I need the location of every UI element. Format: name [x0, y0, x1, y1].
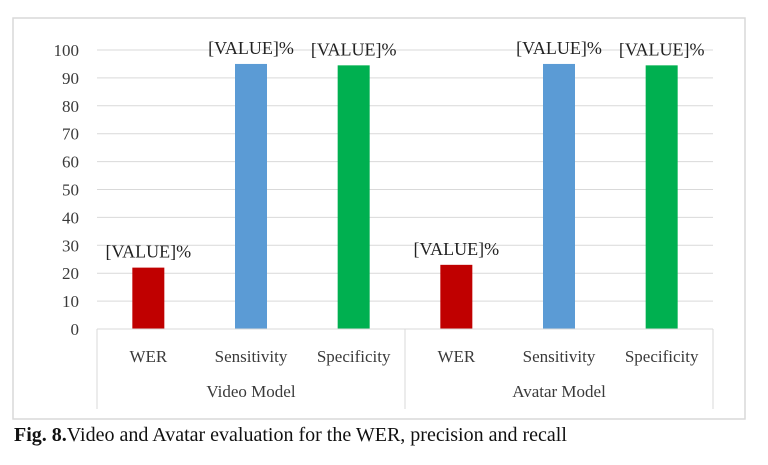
y-tick-label: 70: [62, 125, 79, 144]
y-tick-label: 80: [62, 97, 79, 116]
y-tick-label: 50: [62, 181, 79, 200]
data-label: [VALUE]%: [516, 38, 602, 58]
bar: [132, 267, 165, 329]
caption-text: Video and Avatar evaluation for the WER,…: [66, 424, 567, 446]
figure-caption: Fig. 8.Video and Avatar evaluation for t…: [14, 424, 754, 447]
data-label: [VALUE]%: [106, 242, 192, 262]
y-tick-label: 0: [71, 320, 80, 339]
data-label: [VALUE]%: [414, 239, 500, 259]
y-tick-label: 30: [62, 236, 79, 255]
caption-label: Fig. 8.: [14, 424, 67, 446]
x-category-label: Sensitivity: [523, 347, 596, 366]
x-group-label: Video Model: [206, 382, 295, 401]
x-category-label: WER: [129, 347, 167, 366]
y-tick-label: 90: [62, 69, 79, 88]
y-tick-label: 10: [62, 292, 79, 311]
x-category-label: Specificity: [625, 347, 699, 366]
x-category-label: Specificity: [317, 347, 391, 366]
y-tick-label: 40: [62, 208, 79, 227]
x-category-label: Sensitivity: [215, 347, 288, 366]
bar: [645, 65, 678, 329]
y-tick-label: 60: [62, 153, 79, 172]
chart-border: [12, 17, 746, 420]
bar-chart: [VALUE]% [VALUE]% [VALUE]% [VALUE]% [VALUE]%…: [12, 17, 746, 420]
y-tick-label: 100: [54, 41, 80, 60]
bar: [337, 65, 370, 329]
x-category-label: WER: [437, 347, 475, 366]
y-tick-label: 20: [62, 264, 79, 283]
x-group-label: Avatar Model: [512, 382, 606, 401]
bar: [543, 63, 575, 329]
data-label: [VALUE]%: [619, 39, 705, 59]
bar: [440, 264, 473, 329]
data-label: [VALUE]%: [311, 39, 397, 59]
bar: [235, 63, 267, 329]
data-label: [VALUE]%: [208, 38, 294, 58]
